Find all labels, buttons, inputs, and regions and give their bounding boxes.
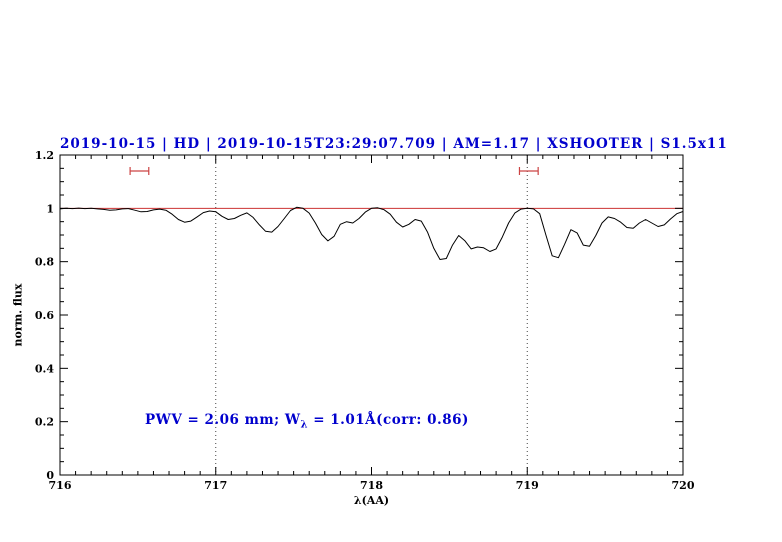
x-tick-label: 718 [360,479,383,492]
x-tick-label: 716 [49,479,72,492]
y-tick-label: 0.8 [35,256,54,269]
y-tick-label: 0.4 [35,362,54,375]
x-tick-label: 719 [516,479,539,492]
x-axis-label: λ(AA) [353,494,390,507]
pwv-annotation-value: = 1.01Å(corr: 0.86) [308,412,469,428]
pwv-annotation-text: PWV = 2.06 mm; W [145,412,301,428]
y-tick-label: 0.6 [35,309,54,322]
lambda-subscript: λ [300,419,309,431]
x-tick-label: 720 [672,479,695,492]
y-tick-label: 0.2 [35,416,54,429]
y-tick-label: 1.2 [35,149,54,162]
x-tick-label: 717 [204,479,227,492]
pwv-annotation: PWV = 2.06 mm; Wλ = 1.01Å(corr: 0.86) [145,412,469,431]
spectrum-line [59,206,684,260]
plot-title: 2019-10-15 | HD | 2019-10-15T23:29:07.70… [60,136,728,152]
y-tick-label: 1 [46,202,54,215]
y-tick-label: 0 [46,469,54,482]
